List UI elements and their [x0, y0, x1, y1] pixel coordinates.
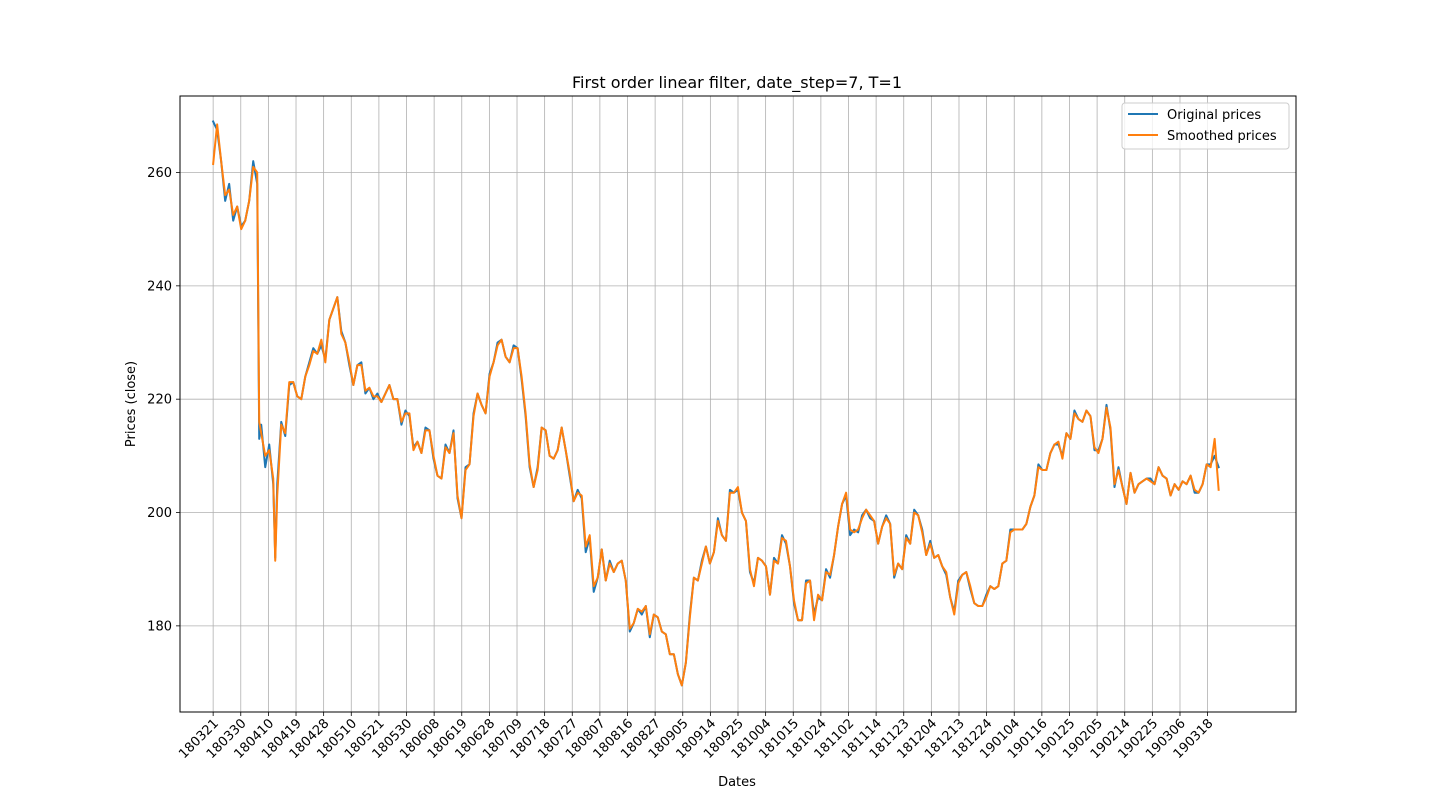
y-tick-label: 240: [147, 279, 172, 294]
legend: Original prices Smoothed prices: [1121, 102, 1290, 150]
grid-layer: [180, 96, 1296, 712]
chart-title: First order linear filter, date_step=7, …: [572, 73, 902, 93]
x-axis-label: Dates: [718, 775, 756, 790]
y-tick-label: 220: [147, 393, 172, 408]
y-tick-label: 200: [147, 506, 172, 521]
series-line-smoothed: [212, 123, 1220, 687]
y-tick-label: 260: [147, 166, 172, 181]
y-axis-label: Prices (close): [124, 361, 139, 447]
y-tick-label: 180: [147, 619, 172, 634]
plot-area: [211, 120, 1220, 687]
y-axis: 180 200 220 240 260: [147, 166, 180, 634]
legend-box: [1121, 102, 1290, 150]
legend-label-original: Original prices: [1167, 108, 1261, 123]
legend-label-smoothed: Smoothed prices: [1167, 129, 1277, 144]
